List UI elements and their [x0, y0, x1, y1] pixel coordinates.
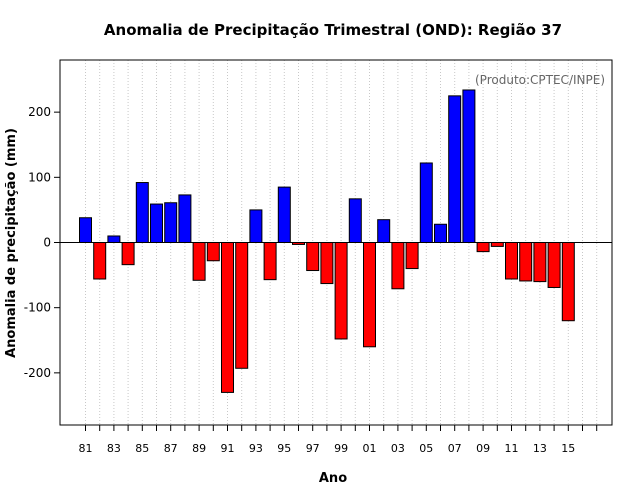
bar-09 [476, 242, 490, 253]
y-tick-label: -200 [24, 366, 51, 380]
bar-86 [150, 203, 163, 244]
bar-11 [505, 242, 518, 280]
x-axis-label: Ano [319, 471, 347, 486]
bar-13 [533, 242, 547, 283]
grid-lines [85, 60, 598, 425]
x-tick-label: 07 [448, 442, 462, 455]
bar-03 [391, 242, 405, 290]
y-tick-label: -100 [24, 301, 51, 315]
bar-95 [277, 186, 291, 244]
chart-title: Anomalia de Precipitação Trimestral (OND… [104, 21, 562, 39]
bar-92 [235, 242, 249, 369]
bar-12 [519, 242, 533, 282]
x-tick-label: 13 [533, 442, 547, 455]
x-tick-label: 05 [419, 442, 433, 455]
bar-04 [405, 242, 419, 270]
bar-08 [462, 89, 476, 243]
bar-07 [448, 95, 462, 243]
bar-94 [263, 242, 277, 281]
bar-81 [79, 217, 92, 244]
bars [79, 89, 575, 393]
bar-98 [320, 242, 334, 285]
y-tick-label: 100 [28, 170, 51, 184]
bar-00 [348, 198, 362, 243]
x-tick-label: 11 [505, 442, 519, 455]
y-tick-label: 0 [43, 236, 51, 250]
y-axis: -200 -100 0 100 200 [24, 105, 60, 380]
bar-88 [178, 194, 192, 244]
x-tick-label: 99 [334, 442, 348, 455]
bar-89 [192, 242, 206, 281]
bar-97 [306, 242, 320, 272]
bar-84 [121, 242, 135, 266]
x-tick-label: 81 [79, 442, 93, 455]
bar-83 [107, 235, 121, 244]
bar-82 [93, 242, 107, 280]
x-tick-label: 01 [363, 442, 377, 455]
x-tick-label: 15 [561, 442, 575, 455]
bar-06 [434, 223, 447, 243]
x-tick-label: 85 [135, 442, 149, 455]
bar-05 [419, 162, 433, 244]
x-tick-label: 97 [306, 442, 320, 455]
x-tick-label: 93 [249, 442, 263, 455]
x-tick-label: 83 [107, 442, 121, 455]
x-tick-label: 87 [164, 442, 178, 455]
y-axis-label: Anomalia de precipitação (mm) [4, 128, 19, 358]
bar-85 [135, 182, 149, 244]
y-tick-label: 200 [28, 105, 51, 119]
x-tick-label: 91 [221, 442, 235, 455]
bar-93 [249, 209, 263, 244]
bar-10 [490, 242, 504, 247]
x-tick-label: 03 [391, 442, 405, 455]
bar-87 [164, 202, 178, 244]
bar-90 [206, 242, 220, 262]
bar-15 [561, 242, 575, 322]
bar-99 [334, 242, 348, 340]
bar-91 [221, 242, 234, 393]
bar-96 [292, 242, 305, 245]
bar-01 [363, 242, 376, 348]
x-tick-label: 09 [476, 442, 490, 455]
x-tick-label: 95 [277, 442, 291, 455]
source-annotation: (Produto:CPTEC/INPE) [475, 73, 605, 87]
bar-14 [547, 242, 561, 288]
x-axis: 81 83 85 87 89 91 93 95 97 99 01 03 05 07 09 11 13 15 [79, 425, 598, 455]
x-tick-label: 89 [192, 442, 206, 455]
bar-02 [377, 219, 391, 243]
